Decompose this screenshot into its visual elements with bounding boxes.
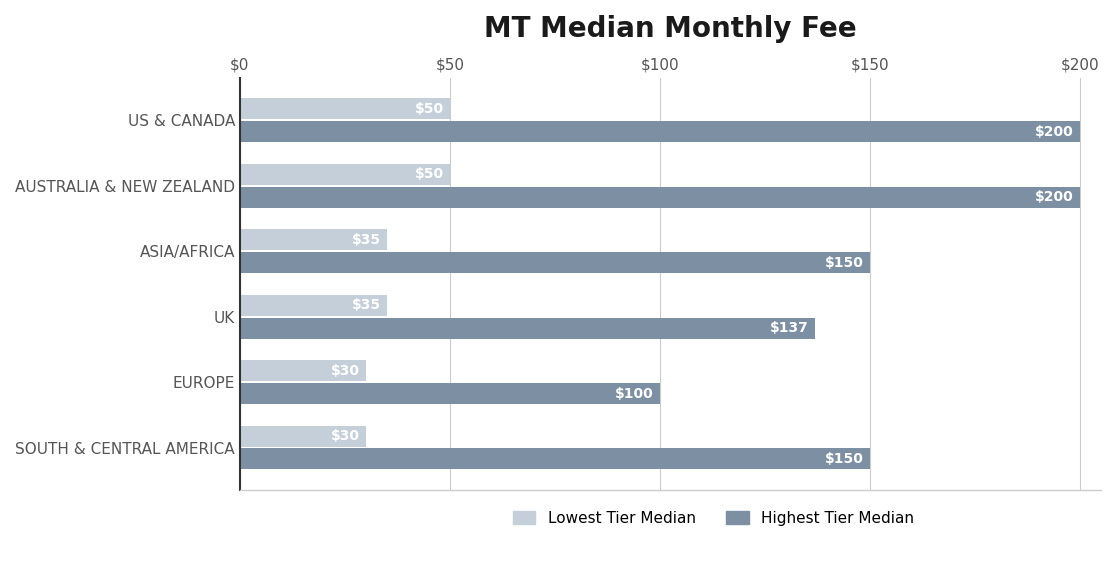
- Text: $50: $50: [414, 167, 443, 181]
- Bar: [240, 99, 450, 119]
- Bar: [240, 426, 366, 447]
- Bar: [240, 318, 816, 339]
- Bar: [240, 295, 387, 316]
- Text: $200: $200: [1035, 125, 1074, 139]
- Text: $35: $35: [352, 233, 381, 246]
- Text: $200: $200: [1035, 190, 1074, 204]
- Text: $50: $50: [414, 102, 443, 116]
- Text: $30: $30: [330, 364, 359, 378]
- Bar: [240, 121, 1080, 142]
- Text: $35: $35: [352, 298, 381, 312]
- Bar: [240, 252, 870, 273]
- Text: $150: $150: [825, 256, 864, 270]
- Text: $100: $100: [615, 386, 654, 401]
- Title: MT Median Monthly Fee: MT Median Monthly Fee: [484, 15, 857, 43]
- Text: $30: $30: [330, 429, 359, 443]
- Bar: [240, 164, 450, 184]
- Bar: [240, 229, 387, 250]
- Bar: [240, 187, 1080, 208]
- Legend: Lowest Tier Median, Highest Tier Median: Lowest Tier Median, Highest Tier Median: [507, 505, 921, 532]
- Bar: [240, 360, 366, 381]
- Text: $150: $150: [825, 452, 864, 466]
- Bar: [240, 383, 660, 404]
- Bar: [240, 448, 870, 469]
- Text: $137: $137: [770, 321, 809, 335]
